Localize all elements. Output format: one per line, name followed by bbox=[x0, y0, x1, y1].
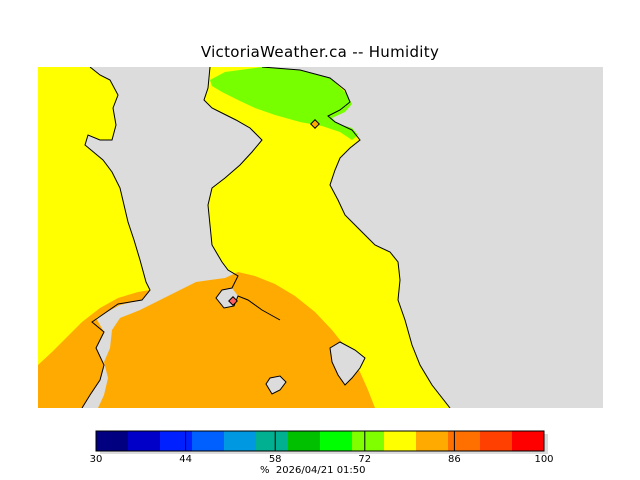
legend-bin-2 bbox=[160, 431, 192, 451]
legend-bin-4 bbox=[224, 431, 256, 451]
coastline-inlet-small bbox=[265, 375, 287, 395]
legend-bin-12 bbox=[480, 431, 512, 451]
coastline-island bbox=[203, 67, 281, 321]
legend-bin-3 bbox=[192, 431, 224, 451]
legend-bin-0 bbox=[96, 431, 128, 451]
legend-bin-9 bbox=[384, 431, 416, 451]
land-island-yellow bbox=[204, 67, 450, 408]
legend-bin-5 bbox=[256, 431, 288, 451]
legend-bin-6 bbox=[288, 431, 320, 451]
legend-bin-7 bbox=[320, 431, 352, 451]
coastline-inlet bbox=[329, 341, 366, 386]
legend-bin-11 bbox=[448, 431, 480, 451]
legend-footer: % 2026/04/21 01:50 bbox=[260, 465, 366, 476]
coastline-west bbox=[81, 67, 151, 408]
legend-tick-label-4: 86 bbox=[448, 454, 461, 465]
land-south-orange bbox=[98, 272, 375, 408]
legend-tick-label-3: 72 bbox=[358, 454, 372, 465]
legend-bin-1 bbox=[128, 431, 160, 451]
legend-tick-label-0: 30 bbox=[89, 454, 103, 465]
legend-tick-label-1: 44 bbox=[179, 454, 192, 465]
land-southwest-orange bbox=[38, 290, 150, 408]
legend-bin-13 bbox=[512, 431, 544, 451]
legend-bin-10 bbox=[416, 431, 448, 451]
land-west-yellow bbox=[38, 67, 150, 392]
legend-bin-8 bbox=[352, 431, 384, 451]
coastline-east bbox=[261, 67, 451, 408]
water-inlet-small bbox=[266, 376, 286, 394]
unit-label: % bbox=[260, 465, 270, 476]
station-marker-north bbox=[310, 119, 320, 129]
legend-tick-label-2: 58 bbox=[268, 454, 282, 465]
water-inlet bbox=[330, 342, 365, 385]
legend-tick-label-5: 100 bbox=[534, 454, 554, 465]
station-marker-victoria bbox=[228, 296, 238, 306]
land-north-green bbox=[210, 67, 358, 140]
map-title: VictoriaWeather.ca -- Humidity bbox=[200, 43, 440, 61]
timestamp: 2026/04/21 01:50 bbox=[275, 465, 366, 476]
